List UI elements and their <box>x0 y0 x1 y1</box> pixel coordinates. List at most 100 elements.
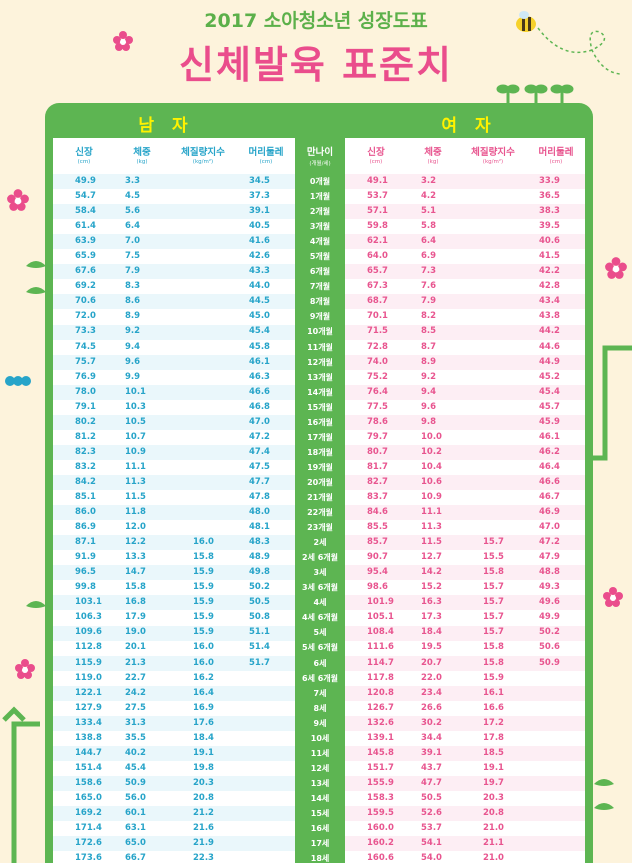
female-height-header: 신장 (cm) <box>345 138 407 174</box>
female-weight-cell: 30.2 <box>421 717 442 728</box>
female-height-cell: 53.7 <box>367 191 388 202</box>
age-cell: 4세 <box>313 598 327 608</box>
female-head-cell: 45.4 <box>539 386 560 397</box>
row-stripe <box>345 324 585 340</box>
table-row: 76.9 9.9 46.3 13개월 75.2 9.2 45.2 <box>53 370 585 385</box>
row-stripe <box>53 234 295 250</box>
female-head-cell: 47.0 <box>539 522 560 533</box>
female-bmi-cell: 21.1 <box>483 838 504 849</box>
female-weight-cell: 5.8 <box>421 221 437 232</box>
male-weight-cell: 10.5 <box>125 416 146 427</box>
bee-icon <box>516 11 621 75</box>
table-row: 83.2 11.1 47.5 19개월 81.7 10.4 46.4 <box>53 460 585 475</box>
male-bmi-cell: 18.4 <box>193 732 214 743</box>
female-weight-cell: 10.9 <box>421 491 442 502</box>
row-stripe <box>345 204 585 220</box>
table-row: 106.3 17.9 15.9 50.8 4세 6개월 105.1 17.3 15.7 49.9 <box>53 610 585 625</box>
male-bmi-cell: 21.2 <box>193 807 214 818</box>
female-bmi-cell: 15.8 <box>483 642 504 653</box>
age-cell: 3세 <box>313 568 327 578</box>
male-weight-cell: 13.3 <box>125 552 146 563</box>
row-stripe <box>345 444 585 460</box>
row-stripe <box>345 806 585 822</box>
female-head-header: 머리둘레 (cm) <box>527 138 585 174</box>
male-height-cell: 73.3 <box>75 326 96 337</box>
male-weight-cell: 4.5 <box>125 191 141 202</box>
male-height-cell: 83.2 <box>75 461 96 472</box>
male-height-cell: 96.5 <box>75 567 96 578</box>
female-height-cell: 151.7 <box>367 762 394 773</box>
female-weight-cell: 53.7 <box>421 823 442 834</box>
male-bmi-cell: 22.3 <box>193 853 214 863</box>
female-height-cell: 158.3 <box>367 792 394 803</box>
row-stripe <box>53 745 295 761</box>
female-head-cell: 44.2 <box>539 326 560 337</box>
male-height-cell: 81.2 <box>75 431 96 442</box>
female-bmi-cell: 20.3 <box>483 792 504 803</box>
row-stripe <box>53 595 295 611</box>
age-cell: 3개월 <box>309 222 331 232</box>
male-height-cell: 67.6 <box>75 266 96 277</box>
age-cell: 2세 6개월 <box>302 553 338 563</box>
age-cell: 5세 <box>313 628 327 638</box>
female-height-cell: 98.6 <box>367 582 388 593</box>
male-bmi-cell: 21.6 <box>193 823 214 834</box>
female-height-cell: 111.6 <box>367 642 394 653</box>
age-cell: 1개월 <box>309 192 331 202</box>
male-height-cell: 122.1 <box>75 687 102 698</box>
female-bmi-cell: 15.5 <box>483 552 504 563</box>
male-weight-cell: 12.0 <box>125 522 146 533</box>
age-cell: 11세 <box>310 748 330 758</box>
male-height-cell: 61.4 <box>75 221 96 232</box>
male-height-cell: 72.0 <box>75 311 96 322</box>
female-head-cell: 42.8 <box>539 281 560 292</box>
male-height-cell: 84.2 <box>75 476 96 487</box>
table-rows: 49.9 3.3 34.5 0개월 49.1 3.2 33.9 54.7 4.5 37.3 1개월 5… <box>53 174 585 863</box>
male-height-cell: 158.6 <box>75 777 102 788</box>
male-bmi-cell: 15.9 <box>193 567 214 578</box>
table-row: 65.9 7.5 42.6 5개월 64.0 6.9 41.5 <box>53 249 585 264</box>
flower-icon <box>15 659 35 679</box>
male-weight-cell: 60.1 <box>125 807 146 818</box>
age-cell: 17세 <box>310 839 330 849</box>
age-cell: 5개월 <box>309 252 331 262</box>
age-cell: 2세 <box>313 538 327 548</box>
age-cell: 13개월 <box>307 372 333 382</box>
table-row: 103.1 16.8 15.9 50.5 4세 101.9 16.3 15.7 49.6 <box>53 595 585 610</box>
row-stripe <box>53 836 295 852</box>
row-stripe <box>53 174 295 190</box>
male-weight-cell: 11.3 <box>125 476 146 487</box>
age-cell: 11개월 <box>307 342 333 352</box>
male-weight-cell: 12.2 <box>125 537 146 548</box>
male-weight-cell: 45.4 <box>125 762 146 773</box>
male-head-cell: 46.3 <box>249 371 270 382</box>
table-row: 138.8 35.5 18.4 10세 139.1 34.4 17.8 <box>53 731 585 746</box>
male-height-cell: 78.0 <box>75 386 96 397</box>
table-row: 109.6 19.0 15.9 51.1 5세 108.4 18.4 15.7 50.2 <box>53 625 585 640</box>
age-cell: 9개월 <box>309 312 331 322</box>
row-stripe <box>345 625 585 641</box>
male-head-cell: 46.8 <box>249 401 270 412</box>
male-head-cell: 44.0 <box>249 281 270 292</box>
row-stripe <box>53 204 295 220</box>
row-stripe <box>345 776 585 792</box>
male-height-cell: 49.9 <box>75 176 96 186</box>
age-cell: 10개월 <box>307 327 333 337</box>
age-cell: 14세 <box>310 793 330 803</box>
female-height-cell: 59.8 <box>367 221 388 232</box>
female-bmi-cell: 21.0 <box>483 823 504 834</box>
table-row: 115.9 21.3 16.0 51.7 6세 114.7 20.7 15.8 50.9 <box>53 656 585 671</box>
male-weight-cell: 7.5 <box>125 251 141 262</box>
row-stripe <box>53 565 295 581</box>
female-head-cell: 47.9 <box>539 552 560 563</box>
female-bmi-cell: 20.8 <box>483 807 504 818</box>
table-row: 74.5 9.4 45.8 11개월 72.8 8.7 44.6 <box>53 340 585 355</box>
table-row: 173.6 66.7 22.3 18세 160.6 54.0 21.0 <box>53 851 585 863</box>
male-head-cell: 45.8 <box>249 341 270 352</box>
female-height-cell: 95.4 <box>367 567 388 578</box>
growth-table: 신장 (cm) 체중 (kg) 체질량지수 (kg/m²) 머리둘레 (cm) 만나이(… <box>53 138 585 863</box>
male-head-cell: 46.6 <box>249 386 270 397</box>
male-weight-cell: 11.1 <box>125 461 146 472</box>
female-weight-cell: 9.8 <box>421 416 437 427</box>
male-weight-cell: 66.7 <box>125 853 146 863</box>
